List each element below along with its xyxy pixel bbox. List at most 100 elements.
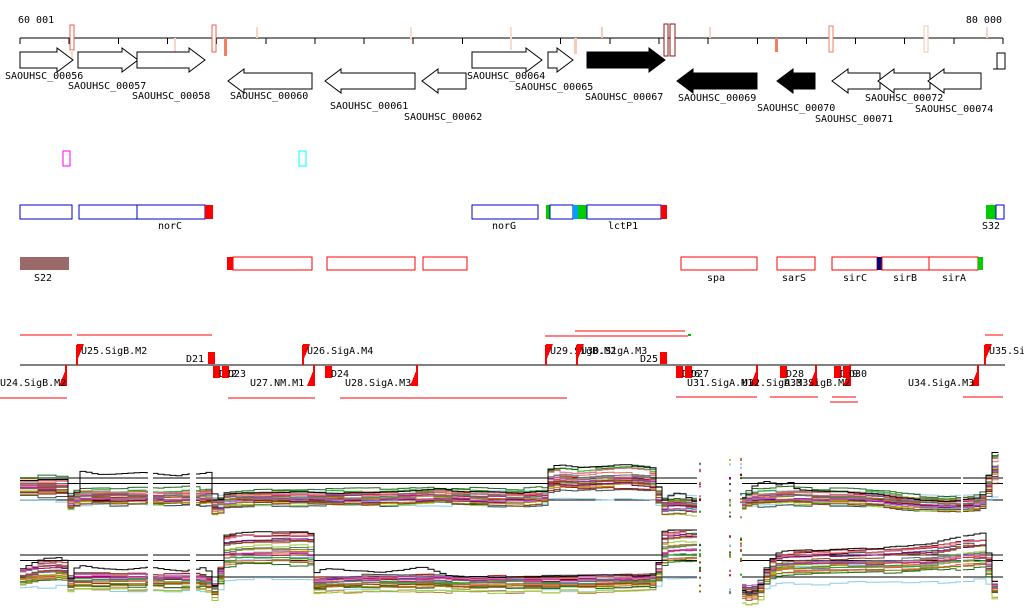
feature-box[interactable] xyxy=(422,256,468,271)
gene-arrow[interactable] xyxy=(136,47,206,73)
promoter-flag-down[interactable] xyxy=(750,369,757,386)
promoter-flag-up[interactable] xyxy=(77,344,84,361)
sparse-data-dot xyxy=(740,545,742,548)
terminator-box[interactable] xyxy=(780,366,787,378)
gene-arrow[interactable] xyxy=(471,47,543,73)
feature-box[interactable] xyxy=(573,205,578,219)
sparse-data-dot xyxy=(699,510,701,513)
feature-label: spa xyxy=(707,273,725,284)
terminator-box[interactable] xyxy=(208,352,215,364)
gene-arrow[interactable] xyxy=(877,68,931,94)
feature-box[interactable] xyxy=(227,257,233,270)
expression-series xyxy=(20,453,999,502)
gene-arrow[interactable] xyxy=(227,68,313,94)
promoter-flag-down[interactable] xyxy=(809,369,816,386)
promoter-flag-up[interactable] xyxy=(303,344,310,361)
promoter-flag-down[interactable] xyxy=(410,369,417,386)
feature-box[interactable] xyxy=(995,204,1005,220)
sparse-data-dot xyxy=(740,501,742,504)
ruler-mark xyxy=(828,25,834,53)
feature-box[interactable] xyxy=(586,204,662,220)
terminator-box[interactable] xyxy=(325,366,332,378)
promoter-flag-down[interactable] xyxy=(971,369,978,386)
gene-arrow[interactable] xyxy=(547,47,574,73)
promoter-flag-up[interactable] xyxy=(985,344,992,361)
promoter-flag-up[interactable] xyxy=(546,344,553,361)
gene-arrow[interactable] xyxy=(676,68,758,94)
feature-box[interactable] xyxy=(546,205,550,219)
feature-box[interactable] xyxy=(20,257,69,270)
green-tick xyxy=(688,334,691,336)
promoter-flag-down[interactable] xyxy=(307,369,314,386)
feature-box[interactable] xyxy=(986,205,996,219)
promoter-site-label: U33.SigB.M2 xyxy=(784,378,850,389)
gene-label: SAOUHSC_00065 xyxy=(515,82,593,93)
sparse-data-dot xyxy=(729,515,731,518)
sparse-data-dot xyxy=(740,477,742,480)
gene-arrow[interactable] xyxy=(927,68,982,94)
feature-box[interactable] xyxy=(877,257,882,270)
gene-arrow[interactable] xyxy=(421,68,467,94)
sparse-data-dot xyxy=(729,483,731,486)
feature-box[interactable] xyxy=(78,204,138,220)
sparse-data-dot xyxy=(729,591,731,594)
sparse-data-dot xyxy=(699,495,701,498)
terminator-box[interactable] xyxy=(222,366,229,378)
expression-series xyxy=(20,534,998,595)
sparse-data-dot xyxy=(740,459,742,461)
sparse-data-dot xyxy=(740,538,742,541)
terminator-label: D28 xyxy=(786,369,804,380)
sparse-data-dot xyxy=(740,542,742,545)
promoter-site-label: U29.SigB.M2 xyxy=(550,346,616,357)
feature-label: sirB xyxy=(893,273,917,284)
gene-arrow[interactable] xyxy=(77,47,139,73)
cyan-marker[interactable] xyxy=(298,150,307,167)
feature-box[interactable] xyxy=(978,257,983,270)
feature-box[interactable] xyxy=(776,256,816,271)
feature-box[interactable] xyxy=(928,256,979,271)
feature-box[interactable] xyxy=(471,204,539,220)
gene-label: SAOUHSC_00069 xyxy=(678,93,756,104)
terminator-label: D27 xyxy=(691,369,709,380)
feature-box[interactable] xyxy=(881,256,930,271)
feature-box[interactable] xyxy=(136,204,206,220)
gene-arrow[interactable] xyxy=(831,68,881,94)
terminator-box[interactable] xyxy=(834,366,841,378)
sparse-data-dot xyxy=(740,559,742,562)
gene-label: SAOUHSC_00058 xyxy=(132,91,210,102)
terminator-box[interactable] xyxy=(213,366,220,378)
gene-arrow[interactable] xyxy=(19,47,74,73)
sparse-data-dot xyxy=(729,501,731,504)
feature-box[interactable] xyxy=(205,205,213,219)
terminator-box[interactable] xyxy=(660,352,667,364)
promoter-flag-down[interactable] xyxy=(59,369,66,386)
gene-label: SAOUHSC_00061 xyxy=(330,101,408,112)
promoter-flag-up[interactable] xyxy=(577,344,584,361)
gene-stub[interactable] xyxy=(996,52,1006,70)
feature-box[interactable] xyxy=(232,256,313,271)
terminator-box[interactable] xyxy=(685,366,692,378)
gene-label: SAOUHSC_00074 xyxy=(915,104,993,115)
sparse-data-dot xyxy=(699,590,701,593)
terminator-box[interactable] xyxy=(843,366,850,378)
gene-label: SAOUHSC_00060 xyxy=(230,91,308,102)
ruler-mark xyxy=(601,27,603,38)
gene-arrow[interactable] xyxy=(586,47,666,73)
feature-box[interactable] xyxy=(19,204,73,220)
feature-box[interactable] xyxy=(549,204,574,220)
gene-arrow[interactable] xyxy=(324,68,416,94)
ruler-mark xyxy=(574,38,577,54)
operon-track: norC norG lctP1 S32 xyxy=(19,204,1005,232)
ruler-mark xyxy=(663,23,669,57)
feature-box[interactable] xyxy=(326,256,416,271)
magenta-marker[interactable] xyxy=(62,150,71,167)
feature-box[interactable] xyxy=(680,256,758,271)
gene-arrow[interactable] xyxy=(776,68,816,94)
feature-box[interactable] xyxy=(578,205,587,219)
promoter-site-label: U34.SigA.M3 xyxy=(908,378,974,389)
feature-box[interactable] xyxy=(831,256,878,271)
expression-series xyxy=(20,468,999,515)
ruler-mark xyxy=(174,38,176,52)
feature-box[interactable] xyxy=(661,205,667,219)
terminator-box[interactable] xyxy=(676,366,683,378)
